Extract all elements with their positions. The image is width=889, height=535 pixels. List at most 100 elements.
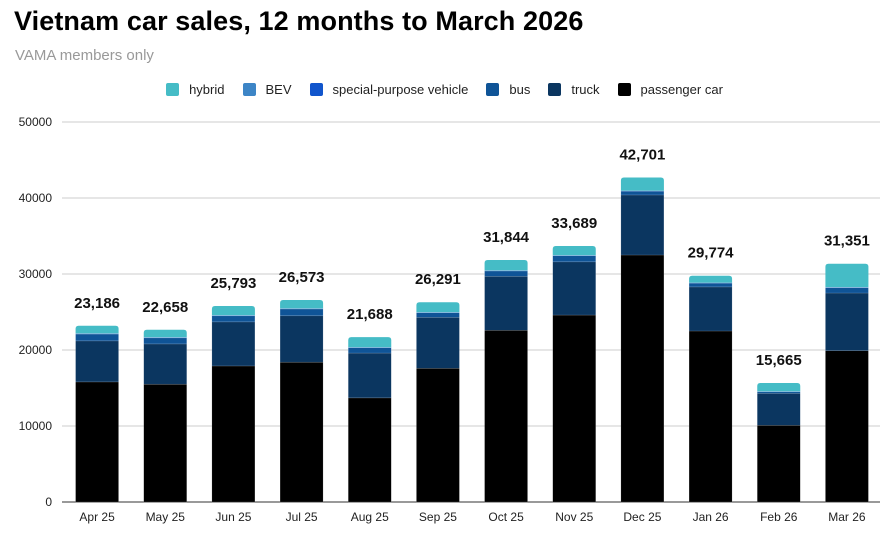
bar-segment-hybrid (143, 329, 187, 338)
bar-segment-hybrid (211, 305, 255, 316)
legend-swatch (166, 83, 180, 96)
total-data-label: 26,573 (279, 269, 325, 286)
legend: hybrid BEV special-purpose vehicle bus truck… (0, 82, 889, 97)
x-tick-label: Oct 25 (488, 510, 524, 524)
bar-segment-truck (143, 343, 187, 385)
bar-stack (279, 300, 324, 503)
legend-item[interactable]: passenger car (617, 82, 723, 97)
chart-subtitle: VAMA members only (15, 47, 154, 64)
bar-stack (688, 275, 733, 503)
bar-segment-truck (279, 315, 324, 363)
bar-segment-hybrid (348, 337, 392, 348)
total-data-label: 31,844 (483, 229, 530, 246)
bar-segment-truck (211, 321, 256, 367)
legend-swatch (242, 83, 256, 96)
bar-segment-passenger-car (143, 383, 187, 503)
bar-segment-hybrid (620, 177, 664, 191)
bar-segment-bus (143, 337, 187, 345)
bar-segment-hybrid (689, 275, 733, 283)
bar-segment-passenger-car (279, 361, 324, 503)
bar-segment-bus (348, 347, 392, 354)
bar-segment-hybrid (75, 325, 119, 334)
bar-segment-bus (279, 308, 324, 317)
x-tick-label: Aug 25 (351, 510, 389, 524)
bar-stack (416, 302, 460, 503)
total-data-label: 31,351 (824, 233, 870, 250)
legend-item[interactable]: hybrid (166, 82, 225, 97)
bar-segment-passenger-car (348, 397, 392, 503)
legend-swatch (309, 83, 323, 96)
bar-segment-bus (484, 270, 528, 277)
total-data-label: 22,658 (142, 299, 188, 316)
bar-segment-hybrid (825, 263, 869, 288)
bar-segment-passenger-car (620, 254, 665, 503)
bar-segment-hybrid (757, 382, 801, 392)
bar-segment-bus (825, 287, 869, 294)
total-data-label: 26,291 (415, 271, 461, 288)
total-data-label: 21,688 (347, 306, 393, 323)
legend-label: bus (509, 82, 531, 97)
bar-segment-truck (825, 292, 869, 352)
legend-swatch (486, 83, 500, 96)
legend-item[interactable]: special-purpose vehicle (309, 82, 469, 97)
x-tick-label: May 25 (146, 510, 186, 524)
bar-segment-bus (688, 282, 733, 288)
x-tick-label: Jan 26 (693, 510, 729, 524)
x-tick-label: Apr 25 (79, 510, 115, 524)
x-tick-label: Sep 25 (419, 510, 457, 524)
bar-stack (552, 245, 596, 503)
legend-item[interactable]: truck (548, 82, 600, 97)
bar-stack (211, 305, 256, 503)
bar-segment-truck (348, 352, 392, 399)
bar-segment-truck (484, 276, 528, 331)
legend-label: truck (571, 82, 600, 97)
total-data-label: 33,689 (551, 215, 597, 232)
legend-label: hybrid (189, 82, 225, 97)
bar-segment-passenger-car (416, 367, 460, 503)
bar-segment-hybrid (552, 245, 596, 256)
bar-segment-passenger-car (75, 381, 119, 503)
legend-swatch (548, 83, 562, 96)
x-tick-label: Mar 26 (828, 510, 866, 524)
legend-item[interactable]: bus (486, 82, 530, 97)
bar-segment-hybrid (484, 259, 528, 271)
bar-segment-bus (416, 312, 460, 318)
y-tick-label: 30000 (19, 267, 53, 281)
x-tick-label: Nov 25 (555, 510, 593, 524)
bar-segment-hybrid (280, 300, 324, 309)
y-tick-label: 20000 (19, 343, 53, 357)
y-tick-label: 40000 (19, 191, 53, 205)
bar-segment-truck (620, 194, 665, 256)
bar-stack (75, 325, 119, 503)
y-tick-label: 0 (45, 495, 52, 509)
bar-segment-passenger-car (211, 365, 256, 503)
bar-segment-bus (620, 190, 665, 196)
x-tick-label: Feb 26 (760, 510, 798, 524)
bar-stack (348, 337, 392, 503)
legend-item[interactable]: BEV (242, 82, 292, 97)
total-data-label: 23,186 (74, 295, 120, 312)
total-data-label: 42,701 (619, 146, 665, 163)
bar-segment-truck (757, 393, 801, 426)
bar-segment-passenger-car (484, 329, 528, 503)
bar-segment-truck (688, 286, 733, 332)
bar-segment-truck (552, 261, 596, 316)
bar-segment-hybrid (416, 302, 460, 313)
bar-segment-passenger-car (825, 350, 869, 503)
legend-label: special-purpose vehicle (332, 82, 469, 97)
y-tick-label: 10000 (19, 419, 53, 433)
x-tick-label: Jul 25 (286, 510, 318, 524)
legend-label: passenger car (640, 82, 723, 97)
bar-stack (484, 259, 528, 503)
bar-segment-passenger-car (757, 424, 801, 503)
bar-segment-bus (552, 255, 596, 263)
bar-segment-bus (211, 315, 256, 323)
y-tick-label: 50000 (19, 115, 53, 129)
legend-swatch (617, 83, 631, 96)
bar-segment-passenger-car (552, 314, 596, 503)
bar-segment-truck (416, 317, 460, 369)
x-tick-label: Jun 25 (215, 510, 251, 524)
total-data-label: 29,774 (688, 245, 735, 262)
bar-stack (620, 177, 665, 503)
bar-segment-bus (75, 333, 119, 342)
